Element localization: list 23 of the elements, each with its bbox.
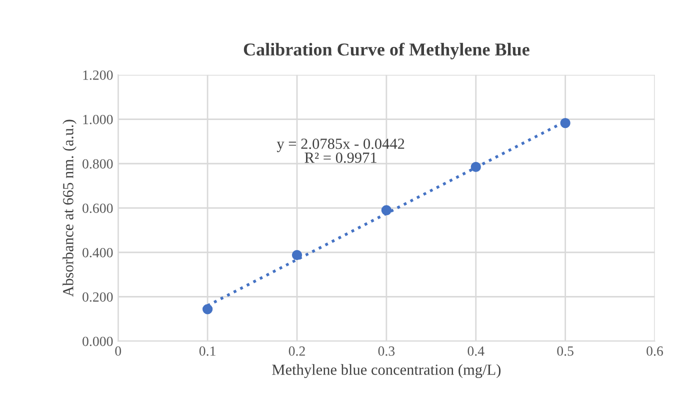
x-tick-label: 0.5 [557, 346, 574, 356]
x-tick-label: 0.4 [468, 346, 484, 356]
point [470, 162, 481, 172]
point [202, 304, 213, 314]
y-tick-label: 0.400 [82, 248, 113, 258]
x-tick-label: 0.6 [646, 346, 664, 356]
chart-title: Calibration Curve of Methylene Blue [244, 42, 530, 60]
x-axis-title: Methylene blue concentration (mg/L) [272, 364, 501, 378]
y-tick-label: 1.200 [83, 70, 113, 80]
y-tick-label: 0.200 [82, 292, 113, 302]
x-tick-label: 0.1 [199, 346, 216, 356]
y-axis-title: Absorbance at 665 nm. (a.u.) [62, 120, 76, 297]
x-tick-label: 0 [115, 346, 122, 356]
y-tick-label: 0.800 [82, 159, 113, 169]
x-tick-label: 0.2 [288, 346, 305, 356]
point [381, 205, 392, 216]
point [560, 118, 570, 128]
point [292, 250, 302, 260]
x-tick-label: 0.3 [378, 346, 395, 356]
y-tick-label: 1.000 [83, 114, 113, 124]
y-tick-label: 0.600 [82, 204, 113, 214]
y-tick-label: 0.000 [82, 336, 113, 346]
annotation: y = 2.0785x - 0.0442 R² = 0.9971 [276, 138, 404, 163]
